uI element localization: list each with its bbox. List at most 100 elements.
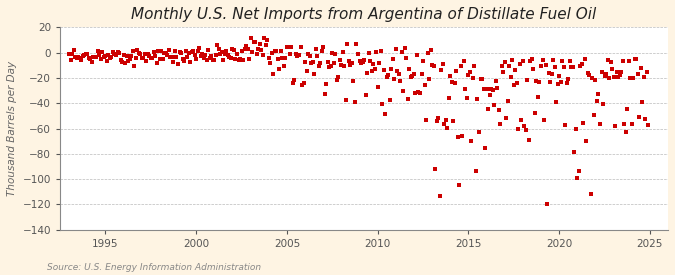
Point: [68, 48, 79, 53]
Point: [338, 50, 348, 55]
Point: [195, 53, 206, 58]
Point: [452, 135, 463, 139]
Point: [610, 124, 620, 128]
Point: [546, 72, 557, 76]
Point: [201, 58, 212, 62]
Point: [212, 42, 223, 47]
Point: [545, 80, 556, 84]
Point: [451, 69, 462, 73]
Point: [105, 56, 115, 60]
Point: [431, 118, 442, 123]
Point: [85, 57, 96, 61]
Point: [250, 40, 261, 44]
Point: [629, 57, 640, 61]
Point: [572, 175, 583, 180]
Point: [530, 111, 541, 116]
Point: [142, 52, 153, 57]
Point: [333, 75, 344, 79]
Point: [209, 58, 219, 62]
Point: [306, 61, 317, 65]
Point: [400, 46, 410, 51]
Point: [533, 95, 543, 99]
Point: [628, 75, 639, 80]
Point: [430, 167, 441, 171]
Point: [387, 56, 398, 61]
Point: [537, 58, 548, 63]
Point: [535, 64, 546, 68]
Point: [547, 57, 558, 62]
Point: [302, 52, 313, 57]
Point: [424, 77, 435, 81]
Point: [369, 67, 380, 71]
Point: [281, 45, 292, 49]
Point: [543, 70, 554, 75]
Point: [506, 75, 516, 79]
Point: [486, 87, 497, 91]
Point: [310, 46, 321, 51]
Point: [91, 55, 102, 59]
Point: [155, 57, 165, 61]
Point: [446, 80, 457, 84]
Point: [348, 79, 359, 83]
Point: [434, 194, 445, 199]
Point: [279, 64, 290, 68]
Point: [481, 86, 492, 91]
Point: [552, 81, 563, 86]
Point: [520, 128, 531, 133]
Point: [185, 59, 196, 64]
Point: [590, 78, 601, 82]
Point: [502, 99, 513, 104]
Point: [534, 80, 545, 84]
Point: [483, 106, 493, 111]
Point: [450, 81, 460, 86]
Point: [551, 100, 562, 104]
Point: [252, 47, 263, 52]
Point: [67, 51, 78, 56]
Point: [80, 51, 91, 56]
Point: [396, 50, 407, 55]
Point: [525, 59, 536, 64]
Point: [589, 113, 599, 117]
Point: [602, 58, 613, 62]
Point: [280, 56, 291, 60]
Point: [194, 46, 205, 50]
Point: [233, 57, 244, 62]
Point: [596, 70, 607, 75]
Point: [563, 77, 574, 81]
Point: [312, 53, 323, 58]
Point: [583, 71, 593, 76]
Point: [425, 48, 436, 52]
Point: [150, 54, 161, 58]
Point: [392, 69, 403, 73]
Point: [484, 93, 495, 97]
Point: [292, 54, 303, 58]
Point: [211, 53, 221, 57]
Point: [496, 64, 507, 68]
Point: [514, 62, 525, 66]
Point: [362, 71, 373, 75]
Point: [163, 48, 174, 53]
Point: [374, 61, 385, 65]
Point: [436, 68, 447, 72]
Point: [468, 76, 479, 80]
Point: [539, 118, 549, 122]
Point: [78, 54, 88, 58]
Point: [130, 56, 141, 60]
Point: [100, 54, 111, 58]
Point: [412, 53, 423, 57]
Point: [408, 72, 419, 76]
Point: [327, 51, 338, 55]
Point: [568, 64, 578, 69]
Point: [457, 134, 468, 138]
Point: [273, 57, 284, 61]
Point: [147, 56, 158, 60]
Point: [493, 108, 504, 112]
Point: [640, 117, 651, 121]
Point: [460, 87, 470, 91]
Point: [206, 54, 217, 58]
Point: [620, 130, 631, 134]
Point: [562, 81, 572, 85]
Point: [413, 90, 424, 94]
Point: [109, 52, 120, 56]
Point: [127, 49, 138, 53]
